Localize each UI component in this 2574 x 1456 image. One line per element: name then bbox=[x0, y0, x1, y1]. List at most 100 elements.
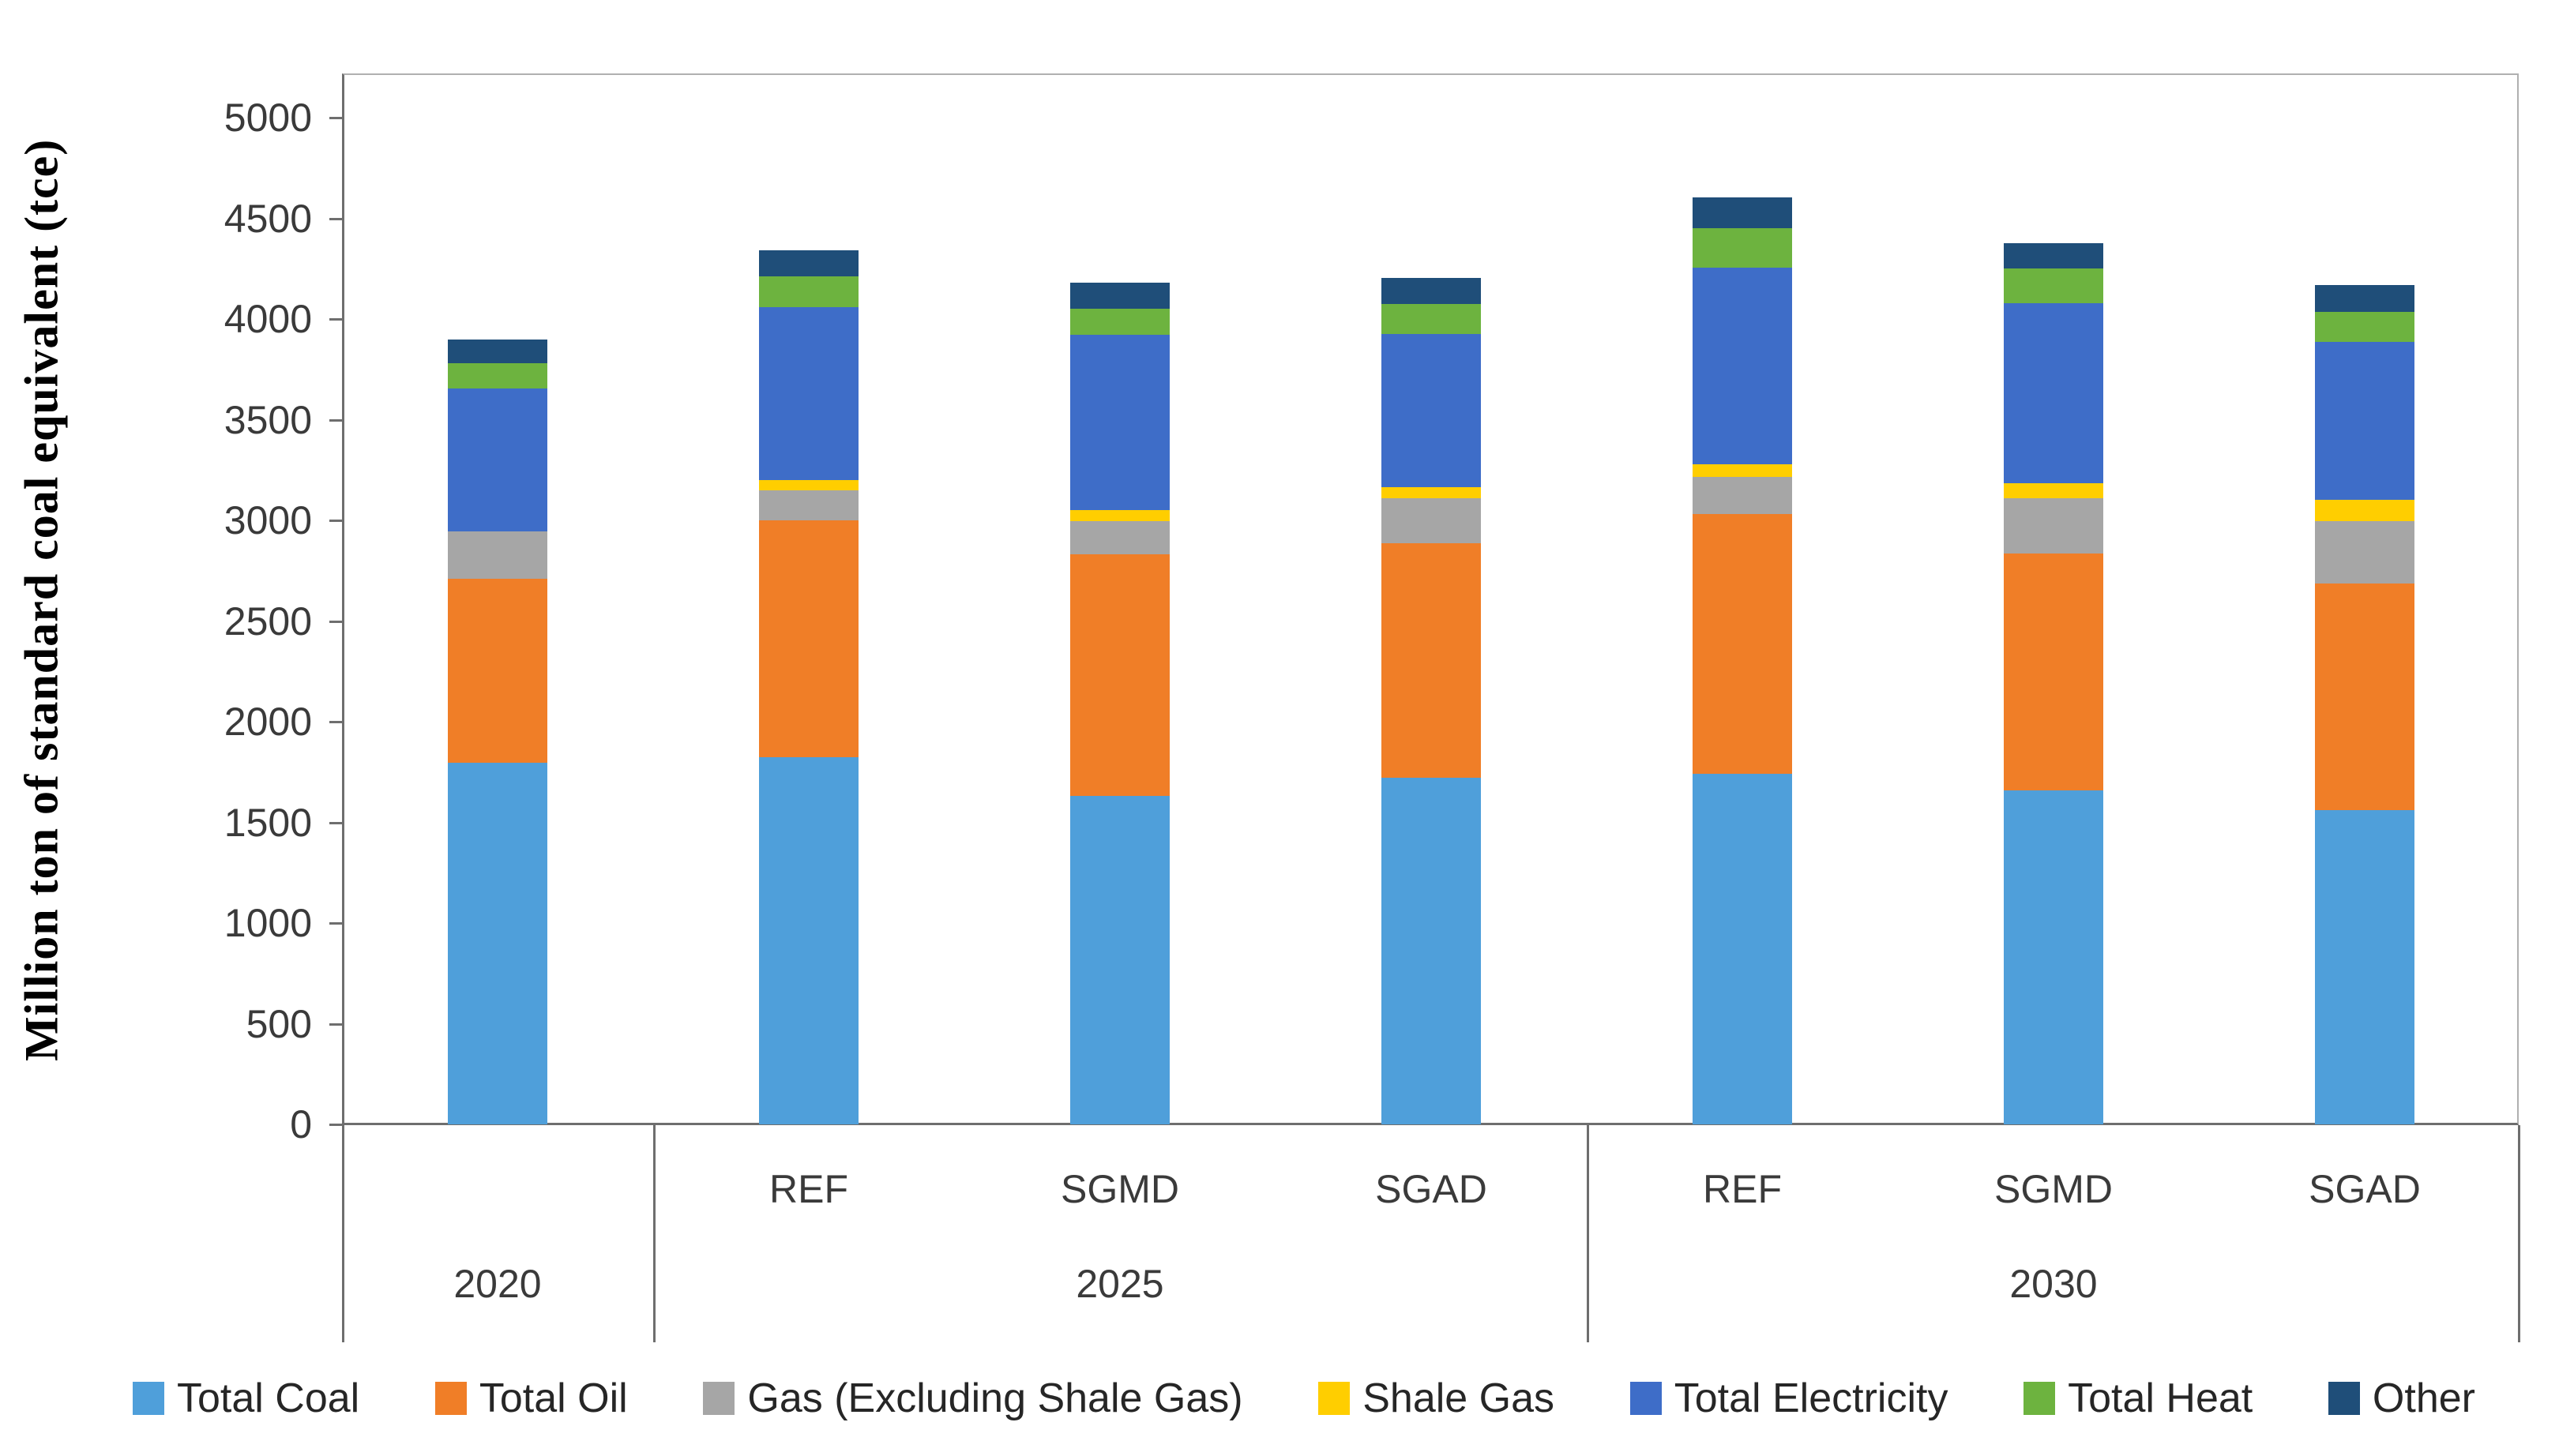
legend-swatch-total-coal bbox=[133, 1382, 164, 1415]
segment-other bbox=[448, 339, 547, 364]
segment-total-heat bbox=[1070, 309, 1170, 336]
segment-total-oil bbox=[1693, 514, 1792, 775]
segment-total-coal bbox=[2315, 810, 2414, 1124]
segment-total-electricity bbox=[2004, 302, 2103, 483]
legend-label-gas-excluding-shale-gas: Gas (Excluding Shale Gas) bbox=[747, 1375, 1243, 1421]
category-separator bbox=[1587, 1125, 1589, 1342]
segment-shale-gas bbox=[2004, 482, 2103, 498]
legend-label-shale-gas: Shale Gas bbox=[1362, 1375, 1555, 1421]
segment-total-oil bbox=[2004, 554, 2103, 790]
segment-other bbox=[2315, 284, 2414, 313]
y-tick-mark bbox=[329, 418, 342, 422]
legend-swatch-total-oil bbox=[434, 1382, 467, 1415]
x-label-scenario-ref-3: REF bbox=[1703, 1167, 1782, 1211]
legend-item-total-heat: Total Heat bbox=[2024, 1375, 2253, 1422]
segment-total-electricity bbox=[1070, 335, 1170, 511]
y-tick-mark bbox=[329, 117, 342, 119]
y-tick-label: 3000 bbox=[224, 498, 312, 542]
legend-item-total-coal: Total Coal bbox=[133, 1375, 359, 1422]
y-tick-label: 2000 bbox=[224, 700, 312, 744]
segment-total-coal bbox=[2004, 790, 2103, 1124]
x-label-scenario-sgad-2: SGAD bbox=[1375, 1167, 1487, 1211]
y-tick-mark bbox=[329, 318, 342, 321]
segment-total-oil bbox=[1381, 543, 1481, 779]
y-tick-label: 2500 bbox=[224, 599, 312, 644]
bar-sgmd-5 bbox=[2004, 243, 2103, 1124]
segment-gas-excluding-shale-gas bbox=[2004, 497, 2103, 554]
segment-total-electricity bbox=[759, 306, 859, 480]
segment-shale-gas bbox=[1070, 510, 1170, 522]
segment-total-oil bbox=[759, 520, 859, 757]
legend-item-total-oil: Total Oil bbox=[434, 1375, 628, 1422]
segment-total-oil bbox=[1070, 554, 1170, 797]
legend-label-total-electricity: Total Electricity bbox=[1674, 1375, 1948, 1421]
bar-ref-1 bbox=[759, 250, 859, 1124]
segment-other bbox=[1070, 283, 1170, 310]
y-tick-label: 500 bbox=[246, 1001, 312, 1046]
y-tick-mark bbox=[329, 217, 342, 220]
segment-total-heat bbox=[2315, 312, 2414, 343]
bar-ref-4 bbox=[1693, 197, 1792, 1124]
y-tick-mark bbox=[329, 520, 342, 522]
segment-gas-excluding-shale-gas bbox=[2315, 521, 2414, 584]
legend: Total Coal Total Oil Gas (Excluding Shale … bbox=[133, 1371, 2475, 1426]
segment-total-heat bbox=[1693, 228, 1792, 268]
segment-other bbox=[1693, 197, 1792, 229]
legend-label-total-heat: Total Heat bbox=[2068, 1375, 2253, 1421]
segment-shale-gas bbox=[759, 479, 859, 490]
legend-label-total-coal: Total Coal bbox=[177, 1375, 360, 1421]
segment-total-heat bbox=[448, 363, 547, 388]
y-tick-label: 5000 bbox=[224, 96, 312, 140]
segment-total-coal bbox=[1070, 796, 1170, 1124]
segment-total-electricity bbox=[448, 388, 547, 532]
x-label-year-2030: 2030 bbox=[2009, 1262, 2098, 1306]
segment-shale-gas bbox=[1381, 486, 1481, 498]
x-label-year-2025: 2025 bbox=[1076, 1262, 1164, 1306]
segment-total-electricity bbox=[2315, 342, 2414, 501]
y-tick-label: 4500 bbox=[224, 196, 312, 241]
y-tick-mark bbox=[329, 721, 342, 723]
category-separator bbox=[2518, 1125, 2520, 1342]
legend-swatch-total-heat bbox=[2024, 1382, 2056, 1415]
category-separator bbox=[342, 1125, 344, 1342]
segment-gas-excluding-shale-gas bbox=[1070, 521, 1170, 555]
legend-item-shale-gas: Shale Gas bbox=[1318, 1375, 1554, 1422]
segment-shale-gas bbox=[1693, 463, 1792, 478]
y-tick-mark bbox=[329, 922, 342, 925]
legend-swatch-shale-gas bbox=[1318, 1382, 1351, 1415]
bar-sgmd-2 bbox=[1070, 283, 1170, 1124]
legend-swatch-total-electricity bbox=[1629, 1382, 1662, 1415]
segment-other bbox=[2004, 243, 2103, 269]
y-tick-mark bbox=[329, 620, 342, 623]
y-tick-label: 1500 bbox=[224, 800, 312, 845]
segment-shale-gas bbox=[2315, 500, 2414, 522]
segment-gas-excluding-shale-gas bbox=[1693, 477, 1792, 515]
x-label-year-2020: 2020 bbox=[453, 1262, 542, 1306]
segment-total-electricity bbox=[1693, 267, 1792, 464]
legend-item-gas-excluding-shale-gas: Gas (Excluding Shale Gas) bbox=[703, 1375, 1243, 1422]
segment-other bbox=[759, 250, 859, 277]
y-tick-mark bbox=[329, 821, 342, 824]
y-tick-label: 3500 bbox=[224, 397, 312, 442]
y-axis-title: Million ton of standard coal equivalent … bbox=[15, 138, 68, 1062]
segment-total-heat bbox=[2004, 268, 2103, 303]
segment-total-heat bbox=[1381, 303, 1481, 335]
y-tick-mark bbox=[329, 1124, 342, 1126]
segment-total-oil bbox=[448, 578, 547, 764]
segment-total-heat bbox=[759, 276, 859, 307]
segment-gas-excluding-shale-gas bbox=[759, 490, 859, 520]
legend-swatch-other bbox=[2328, 1382, 2360, 1415]
segment-other bbox=[1381, 277, 1481, 304]
category-separator bbox=[653, 1125, 656, 1342]
bar-sgad-6 bbox=[2315, 284, 2414, 1124]
y-tick-label: 0 bbox=[290, 1102, 312, 1146]
x-label-scenario-sgmd-1: SGMD bbox=[1061, 1167, 1179, 1211]
y-tick-label: 4000 bbox=[224, 297, 312, 341]
x-label-scenario-sgmd-4: SGMD bbox=[1994, 1167, 2113, 1211]
legend-label-other: Other bbox=[2372, 1375, 2475, 1421]
segment-total-coal bbox=[1693, 774, 1792, 1124]
segment-total-coal bbox=[1381, 778, 1481, 1124]
legend-swatch-gas-excluding-shale-gas bbox=[703, 1382, 735, 1415]
legend-item-other: Other bbox=[2328, 1375, 2475, 1422]
